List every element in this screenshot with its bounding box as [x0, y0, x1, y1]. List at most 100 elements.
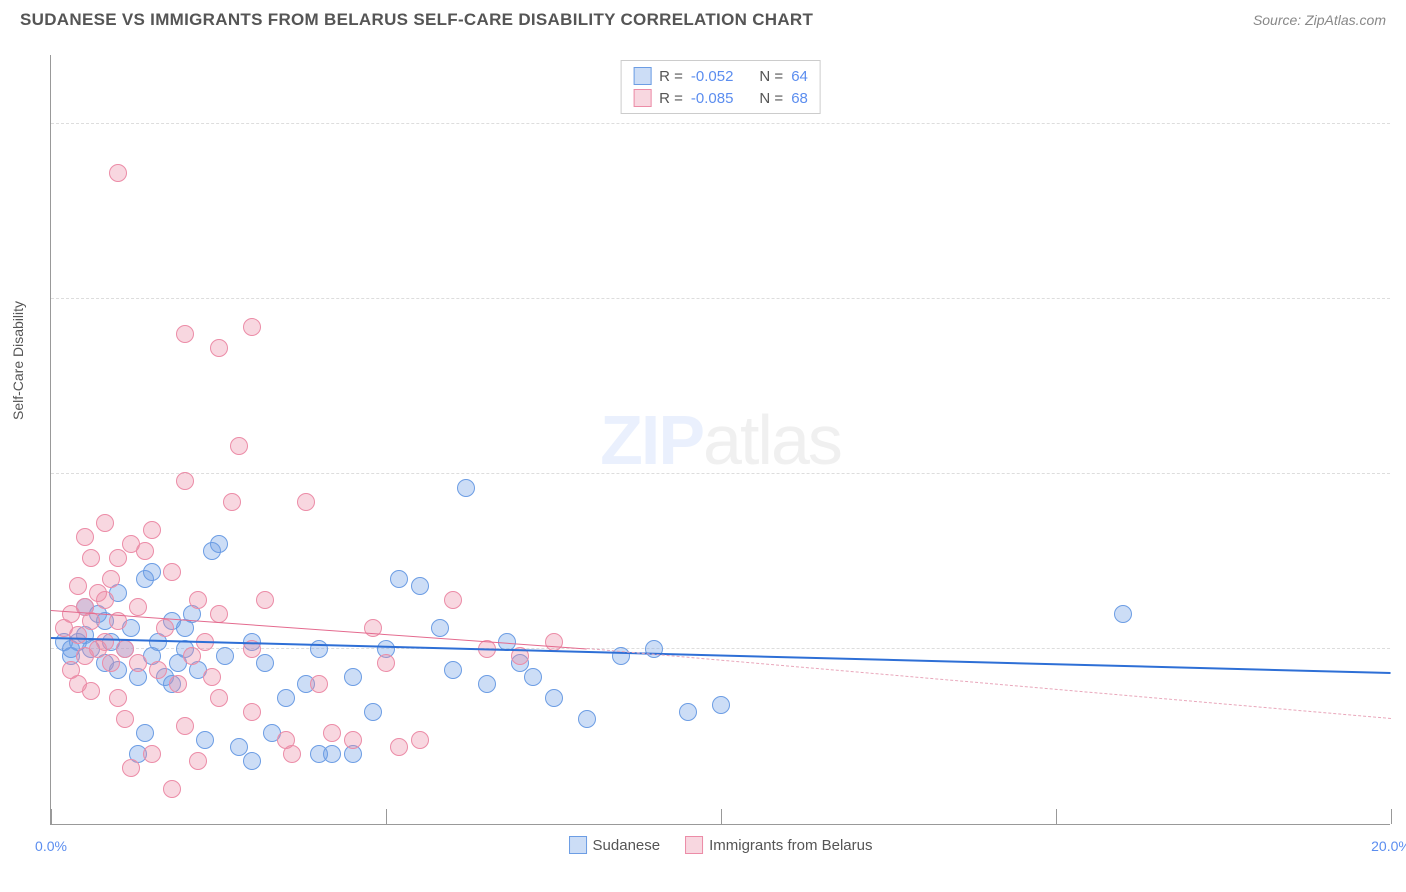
data-point-series-1: [243, 752, 261, 770]
watermark-zip: ZIP: [600, 401, 703, 479]
data-point-series-1: [1114, 605, 1132, 623]
data-point-series-1: [390, 570, 408, 588]
data-point-series-2: [189, 591, 207, 609]
data-point-series-1: [578, 710, 596, 728]
r-value-1: -0.052: [691, 68, 734, 85]
data-point-series-2: [69, 626, 87, 644]
data-point-series-2: [109, 689, 127, 707]
data-point-series-2: [210, 689, 228, 707]
data-point-series-1: [457, 479, 475, 497]
data-point-series-2: [176, 325, 194, 343]
data-point-series-2: [390, 738, 408, 756]
chart-plot-area: ZIPatlas R = -0.052 N = 64 R = -0.085 N …: [50, 55, 1390, 825]
data-point-series-2: [109, 549, 127, 567]
data-point-series-2: [176, 717, 194, 735]
legend-item-1: Sudanese: [569, 836, 661, 854]
data-point-series-2: [203, 668, 221, 686]
r-label-2: R =: [659, 90, 683, 107]
data-point-series-2: [411, 731, 429, 749]
data-point-series-1: [478, 675, 496, 693]
n-label-2: N =: [759, 90, 783, 107]
series-legend: Sudanese Immigrants from Belarus: [569, 836, 873, 854]
y-axis-label: Self-Care Disability: [10, 301, 26, 420]
data-point-series-1: [310, 745, 328, 763]
data-point-series-2: [444, 591, 462, 609]
legend-label-1: Sudanese: [593, 837, 661, 854]
data-point-series-2: [116, 640, 134, 658]
r-label-1: R =: [659, 68, 683, 85]
x-tick: [1056, 809, 1057, 824]
data-point-series-2: [136, 542, 154, 560]
data-point-series-2: [82, 612, 100, 630]
data-point-series-2: [163, 780, 181, 798]
data-point-series-2: [129, 654, 147, 672]
x-tick-label: 0.0%: [35, 838, 67, 854]
data-point-series-1: [431, 619, 449, 637]
n-label-1: N =: [759, 68, 783, 85]
data-point-series-2: [189, 752, 207, 770]
data-point-series-1: [444, 661, 462, 679]
x-tick: [721, 809, 722, 824]
data-point-series-2: [122, 759, 140, 777]
swatch-series-1: [633, 67, 651, 85]
swatch-series-2: [633, 89, 651, 107]
data-point-series-1: [210, 535, 228, 553]
data-point-series-2: [344, 731, 362, 749]
data-point-series-2: [96, 591, 114, 609]
data-point-series-1: [256, 654, 274, 672]
data-point-series-2: [243, 703, 261, 721]
data-point-series-1: [277, 689, 295, 707]
chart-source: Source: ZipAtlas.com: [1253, 12, 1386, 28]
gridline-h: [51, 123, 1390, 124]
gridline-h: [51, 473, 1390, 474]
data-point-series-2: [377, 654, 395, 672]
legend-item-2: Immigrants from Belarus: [685, 836, 872, 854]
data-point-series-2: [102, 570, 120, 588]
data-point-series-1: [310, 640, 328, 658]
x-tick: [1391, 809, 1392, 824]
data-point-series-2: [143, 521, 161, 539]
data-point-series-1: [143, 563, 161, 581]
data-point-series-2: [210, 605, 228, 623]
data-point-series-2: [230, 437, 248, 455]
data-point-series-1: [344, 668, 362, 686]
data-point-series-2: [109, 164, 127, 182]
correlation-row-1: R = -0.052 N = 64: [633, 65, 808, 87]
legend-label-2: Immigrants from Belarus: [709, 837, 872, 854]
data-point-series-2: [256, 591, 274, 609]
data-point-series-2: [223, 493, 241, 511]
data-point-series-2: [82, 682, 100, 700]
data-point-series-1: [196, 731, 214, 749]
trend-line-series-2-dashed: [587, 648, 1391, 719]
legend-swatch-2: [685, 836, 703, 854]
data-point-series-2: [156, 619, 174, 637]
watermark-atlas: atlas: [703, 401, 841, 479]
data-point-series-2: [163, 563, 181, 581]
data-point-series-1: [216, 647, 234, 665]
legend-swatch-1: [569, 836, 587, 854]
data-point-series-2: [297, 493, 315, 511]
n-value-2: 68: [791, 90, 808, 107]
data-point-series-2: [143, 745, 161, 763]
chart-header: SUDANESE VS IMMIGRANTS FROM BELARUS SELF…: [0, 0, 1406, 35]
x-tick: [386, 809, 387, 824]
data-point-series-2: [82, 549, 100, 567]
correlation-legend: R = -0.052 N = 64 R = -0.085 N = 68: [620, 60, 821, 114]
data-point-series-1: [679, 703, 697, 721]
chart-title: SUDANESE VS IMMIGRANTS FROM BELARUS SELF…: [20, 10, 813, 30]
data-point-series-2: [69, 577, 87, 595]
watermark: ZIPatlas: [600, 400, 841, 480]
data-point-series-2: [169, 675, 187, 693]
x-tick-label: 20.0%: [1371, 838, 1406, 854]
data-point-series-2: [545, 633, 563, 651]
data-point-series-2: [76, 528, 94, 546]
data-point-series-1: [364, 703, 382, 721]
data-point-series-2: [283, 745, 301, 763]
data-point-series-2: [310, 675, 328, 693]
data-point-series-1: [524, 668, 542, 686]
data-point-series-2: [210, 339, 228, 357]
data-point-series-1: [712, 696, 730, 714]
data-point-series-2: [102, 654, 120, 672]
data-point-series-2: [116, 710, 134, 728]
data-point-series-1: [136, 724, 154, 742]
